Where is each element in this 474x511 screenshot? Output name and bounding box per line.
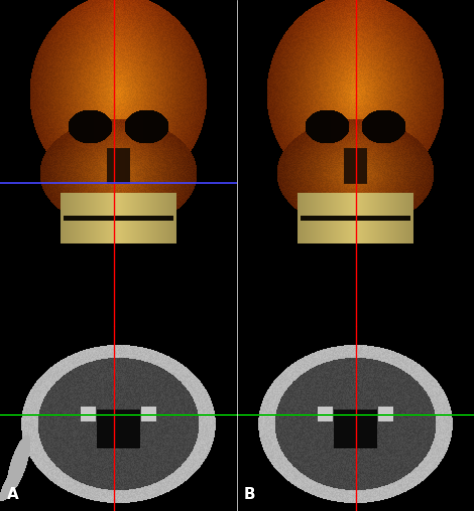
Text: B: B xyxy=(244,487,256,502)
Text: A: A xyxy=(7,487,19,502)
